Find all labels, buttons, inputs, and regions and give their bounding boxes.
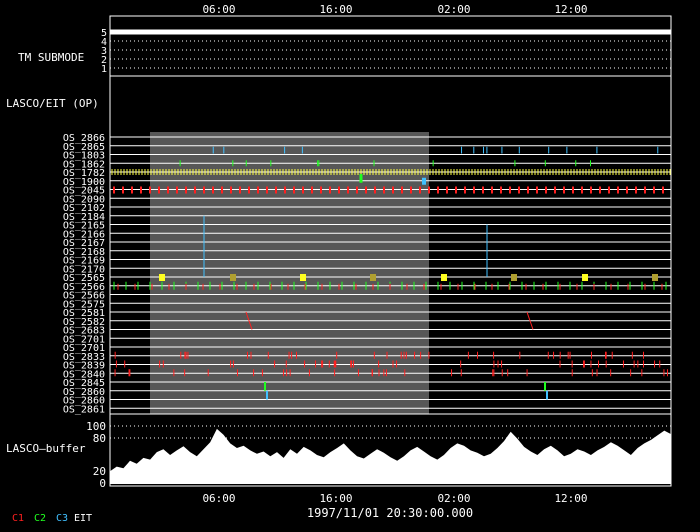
bottom-tick-0200: 02:00 bbox=[437, 492, 470, 505]
buffer-ytick-20: 20 bbox=[93, 465, 106, 478]
os-row-label: OS_2581 bbox=[63, 308, 105, 319]
os-row-label: OS_2045 bbox=[63, 186, 105, 197]
os-row-label: OS_1803 bbox=[63, 151, 105, 162]
highlight-window bbox=[150, 132, 429, 414]
event-block bbox=[370, 274, 376, 281]
bottom-tick-0600: 06:00 bbox=[202, 492, 235, 505]
bottom-tick-1200: 12:00 bbox=[554, 492, 587, 505]
bottom-tick-1600: 16:00 bbox=[319, 492, 352, 505]
chart-title: 1997/11/01 20:30:00.000 bbox=[307, 506, 473, 520]
event-block bbox=[159, 274, 165, 281]
buffer-area bbox=[110, 428, 671, 484]
os-row-label: OS_2833 bbox=[63, 352, 105, 363]
os-row-label: OS_2840 bbox=[63, 369, 105, 380]
os-row-label: OS_1900 bbox=[63, 177, 105, 188]
os-event-marks bbox=[111, 146, 671, 400]
event-block bbox=[582, 274, 588, 281]
os-row-label: OS_2566 bbox=[63, 291, 105, 302]
legend: C1 C2 C3 EIT bbox=[12, 513, 92, 524]
os-row-label: OS_2861 bbox=[63, 404, 105, 415]
legend-c2: C2 bbox=[34, 513, 46, 524]
os-row-label: OS_2090 bbox=[63, 194, 105, 205]
os-row-label: OS_2865 bbox=[63, 142, 105, 153]
os-row-label: OS_2866 bbox=[63, 133, 105, 144]
event-block bbox=[511, 274, 517, 281]
tm-level-label: 5 bbox=[101, 28, 107, 39]
os-row-label: OS_2839 bbox=[63, 361, 105, 372]
event-block bbox=[441, 274, 447, 281]
top-tick-1600: 16:00 bbox=[319, 3, 352, 16]
os-row-label: OS_2102 bbox=[63, 203, 105, 214]
event-block bbox=[300, 274, 306, 281]
os-row-label: OS_2701 bbox=[63, 343, 105, 354]
os-row-label: OS_1862 bbox=[63, 159, 105, 170]
os-row-label: OS_2566 bbox=[63, 282, 105, 293]
os-row-label: OS_2683 bbox=[63, 326, 105, 337]
event-block bbox=[652, 274, 658, 281]
os-row-label: OS_2169 bbox=[63, 256, 105, 267]
os-row-label: OS_2184 bbox=[63, 212, 105, 223]
top-tick-1200: 12:00 bbox=[554, 3, 587, 16]
event-trend bbox=[526, 311, 534, 330]
os-row-label: OS_2860 bbox=[63, 387, 105, 398]
top-tick-0200: 02:00 bbox=[437, 3, 470, 16]
os-row-label: OS_2168 bbox=[63, 247, 105, 258]
os-row-label: OS_1782 bbox=[63, 168, 105, 179]
buffer-ytick-80: 80 bbox=[93, 432, 106, 445]
os-row-label: OS_2575 bbox=[63, 299, 105, 310]
tm-level-label: 3 bbox=[101, 46, 107, 57]
legend-c1: C1 bbox=[12, 513, 24, 524]
os-row-label: OS_2565 bbox=[63, 273, 105, 284]
event-trend bbox=[245, 311, 253, 330]
tm-submode-label: TM SUBMODE bbox=[18, 51, 84, 64]
os-row-label: OS_2845 bbox=[63, 378, 105, 389]
buffer-label: LASCO–buffer bbox=[6, 442, 86, 455]
legend-c3: C3 bbox=[56, 513, 68, 524]
tm-level-label: 2 bbox=[101, 55, 107, 66]
top-tick-0600: 06:00 bbox=[202, 3, 235, 16]
tm-level-label: 4 bbox=[101, 37, 107, 48]
buffer-ytick-0: 0 bbox=[99, 477, 106, 490]
os-row-label: OS_2165 bbox=[63, 221, 105, 232]
buffer-ytick-100: 100 bbox=[86, 420, 106, 433]
tm-level-label: 1 bbox=[101, 64, 107, 75]
os-row-label: OS_2860 bbox=[63, 396, 105, 407]
legend-eit: EIT bbox=[74, 513, 92, 524]
os-row-label: OS_2166 bbox=[63, 229, 105, 240]
event-block bbox=[230, 274, 236, 281]
os-row-label: OS_2167 bbox=[63, 238, 105, 249]
lasco-eit-label: LASCO/EIT (OP) bbox=[6, 97, 99, 110]
os-row-label: OS_2170 bbox=[63, 264, 105, 275]
os-row-label: OS_2582 bbox=[63, 317, 105, 328]
os-row-label: OS_2701 bbox=[63, 334, 105, 345]
